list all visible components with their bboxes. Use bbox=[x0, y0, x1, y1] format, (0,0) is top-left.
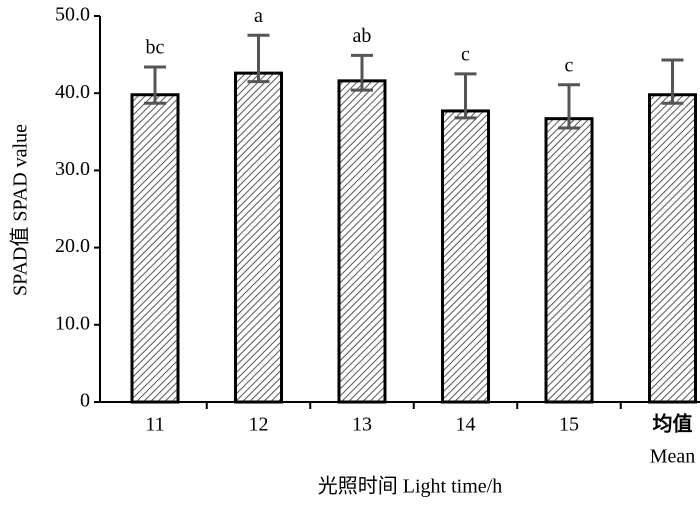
error-bar bbox=[144, 65, 166, 105]
error-bar bbox=[558, 83, 580, 130]
x-tick-label: 15 bbox=[559, 414, 579, 436]
bar bbox=[337, 79, 387, 404]
x-axis-title: 光照时间 Light time/h bbox=[318, 475, 502, 498]
significance-label: c bbox=[565, 54, 574, 76]
significance-label: bc bbox=[146, 37, 165, 59]
bar bbox=[441, 109, 490, 404]
x-tick-label: 均值 bbox=[653, 412, 693, 436]
y-tick-label: 50.0 bbox=[55, 4, 90, 26]
x-tick-label: 12 bbox=[249, 414, 269, 436]
significance-label: a bbox=[254, 5, 263, 27]
y-tick-label: 20.0 bbox=[55, 235, 90, 257]
bar bbox=[648, 93, 697, 404]
x-tick-sublabel: Mean bbox=[650, 446, 696, 468]
bar bbox=[130, 93, 180, 404]
error-bar bbox=[351, 53, 373, 92]
x-tick-label: 14 bbox=[456, 414, 476, 436]
significance-label: c bbox=[461, 43, 470, 65]
bar bbox=[234, 71, 283, 404]
y-tick-label: 40.0 bbox=[55, 81, 90, 103]
x-tick-label: 11 bbox=[145, 414, 164, 436]
error-bar bbox=[247, 33, 270, 84]
bar bbox=[544, 117, 594, 404]
x-tick-label: 13 bbox=[352, 414, 372, 436]
y-tick-label: 10.0 bbox=[55, 312, 90, 334]
y-tick-label: 0 bbox=[80, 390, 90, 412]
significance-label: ab bbox=[353, 25, 372, 47]
error-bar bbox=[661, 58, 684, 105]
error-bar bbox=[454, 72, 477, 120]
y-axis-title: SPAD值 SPAD value bbox=[9, 124, 32, 296]
y-tick-label: 30.0 bbox=[55, 158, 90, 180]
